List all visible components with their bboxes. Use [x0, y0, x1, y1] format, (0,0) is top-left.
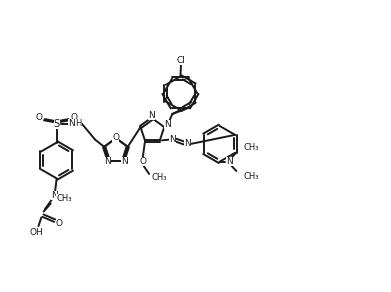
Text: CH₃: CH₃	[243, 143, 259, 152]
Text: H: H	[75, 119, 82, 128]
Text: N: N	[226, 157, 233, 166]
Text: Cl: Cl	[177, 56, 185, 65]
Text: O: O	[36, 113, 43, 121]
Text: S: S	[54, 119, 60, 129]
Text: N: N	[164, 120, 171, 129]
Text: N: N	[104, 157, 111, 166]
Text: CH₃: CH₃	[56, 194, 72, 203]
Text: N: N	[51, 191, 58, 200]
Text: O: O	[113, 133, 120, 142]
Text: O: O	[56, 219, 63, 228]
Text: OH: OH	[30, 228, 43, 237]
Text: N: N	[185, 139, 191, 148]
Text: N: N	[149, 111, 155, 120]
Text: N: N	[169, 135, 176, 144]
Text: O: O	[70, 113, 77, 121]
Text: N: N	[68, 119, 75, 128]
Text: CH₃: CH₃	[151, 173, 167, 182]
Text: O: O	[140, 157, 147, 166]
Text: CH₃: CH₃	[243, 172, 259, 181]
Text: N: N	[121, 157, 128, 166]
